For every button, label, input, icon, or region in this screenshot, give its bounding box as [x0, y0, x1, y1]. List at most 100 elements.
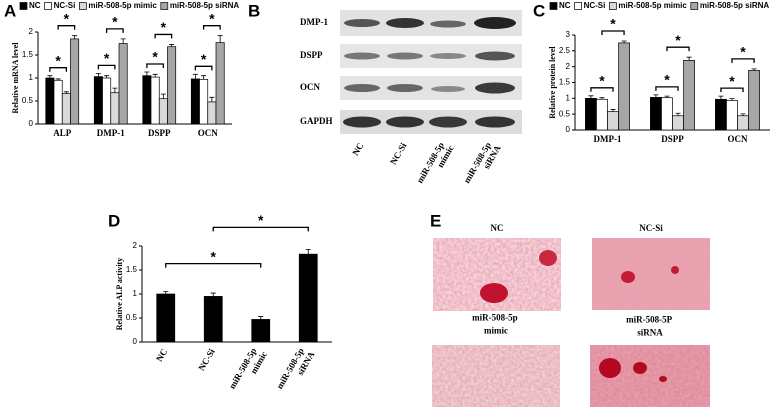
y-axis-label: Relative ALP activity [115, 258, 124, 330]
significance-star: * [209, 10, 215, 26]
panel-letter: D [108, 211, 120, 230]
texture [592, 238, 710, 310]
error-bar [653, 94, 659, 98]
bar [737, 115, 749, 131]
bar [199, 79, 209, 125]
micrograph-label: miR-508-5p mimic [472, 313, 520, 336]
legend-label: NC [559, 1, 571, 10]
error-bar [201, 75, 207, 80]
significance-star: * [664, 72, 670, 88]
lane-label: miR-508-5p siRNA [462, 138, 503, 190]
error-bar [209, 96, 215, 102]
significance-bracket [97, 64, 116, 70]
error-bar [751, 68, 757, 71]
error-bar [599, 97, 605, 100]
y-tick-label: 2 [566, 62, 571, 71]
significance-bracket [49, 67, 68, 72]
y-tick-label: 3 [566, 30, 571, 39]
legend-swatch [690, 2, 699, 10]
significance-bracket [165, 262, 262, 268]
error-bar [72, 35, 78, 39]
bar [748, 70, 760, 131]
error-bar [740, 113, 746, 116]
nodule [633, 362, 647, 374]
micrograph-label: NC [491, 223, 504, 233]
band [343, 116, 381, 128]
band [474, 17, 516, 29]
x-tick-label: OCN [728, 134, 749, 144]
significance-star: * [211, 248, 217, 264]
nodule [539, 250, 557, 266]
error-bar [664, 95, 670, 98]
significance-bracket [202, 25, 221, 30]
panel-letter: E [430, 211, 441, 230]
bar [156, 293, 176, 343]
band [431, 86, 465, 92]
y-tick-label: 1 [133, 289, 138, 298]
error-bar [718, 95, 724, 100]
band [475, 116, 515, 128]
significance-star: * [599, 73, 605, 89]
significance-bracket [105, 28, 124, 33]
legend-swatch [19, 2, 28, 10]
blot [340, 10, 522, 134]
significance-star: * [201, 51, 207, 67]
significance-bracket [57, 25, 76, 30]
x-tick-label: NC [154, 347, 169, 363]
bar [142, 75, 152, 125]
panel-letter: B [248, 1, 260, 20]
error-bar [610, 109, 616, 112]
nodule [480, 283, 508, 303]
legend-label: miR-508-5p mimic [618, 1, 687, 10]
bar [167, 46, 177, 125]
significance-star: * [258, 212, 264, 228]
significance-star: * [729, 73, 735, 89]
bar [70, 38, 80, 125]
error-bar [217, 35, 223, 43]
bar [150, 76, 160, 125]
bar [53, 79, 63, 125]
band [386, 18, 424, 28]
legend-swatch [44, 2, 52, 10]
error-bar [163, 291, 169, 294]
band [430, 53, 466, 59]
y-tick-label: 1.5 [559, 78, 571, 87]
x-tick-label: miR-508-5p mimic [227, 344, 269, 396]
y-tick-label: 1 [29, 73, 34, 82]
legend-swatch [160, 2, 169, 10]
legend-label: NC-Si [584, 1, 606, 10]
y-tick-label: 0 [29, 119, 34, 128]
y-tick-label: 2 [29, 27, 34, 36]
protein-label: GAPDH [300, 116, 333, 126]
y-tick-label: 0 [133, 337, 138, 346]
y-axis-label: Relative mRNA level [11, 42, 20, 114]
lane-label: NC-Si [388, 141, 409, 167]
error-bar [95, 73, 101, 77]
significance-bracket [720, 87, 744, 93]
y-tick-label: 2 [133, 241, 138, 250]
error-bar [152, 73, 158, 78]
significance-bracket [194, 65, 213, 71]
nodule [659, 376, 667, 382]
bar [596, 98, 608, 131]
legend-label: NC-Si [54, 1, 76, 10]
legend-swatch [574, 2, 582, 10]
bar [203, 296, 223, 343]
error-bar [686, 56, 692, 61]
x-tick-label: NC-Si [196, 347, 217, 373]
error-bar [169, 44, 175, 47]
significance-bracket [590, 87, 614, 92]
y-tick-label: 0.5 [22, 96, 34, 105]
micrographs [432, 238, 710, 407]
bar [298, 253, 318, 343]
significance-star: * [64, 10, 70, 26]
error-bar [112, 87, 118, 93]
bar [110, 92, 120, 125]
band [387, 52, 423, 60]
panel-letter: A [4, 1, 16, 20]
error-bar [258, 316, 264, 320]
bar [190, 78, 200, 125]
bar [585, 97, 597, 131]
protein-label: OCN [300, 82, 321, 92]
